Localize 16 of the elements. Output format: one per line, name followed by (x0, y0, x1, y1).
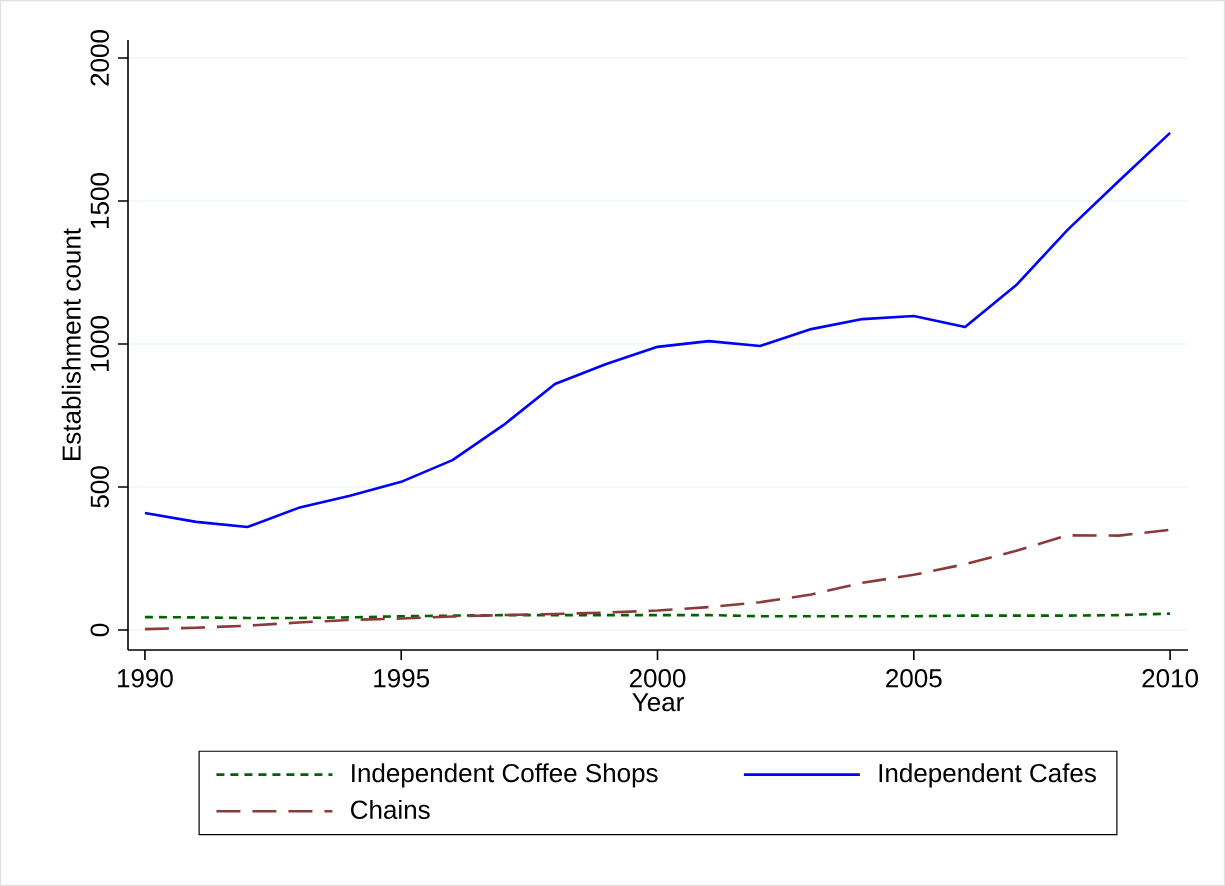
legend-label: Independent Cafes (879, 763, 1096, 788)
y-tick-label: 0 (90, 623, 109, 637)
x-tick-label: 2000 (629, 669, 686, 688)
x-tick-label: 1995 (374, 669, 430, 688)
y-tick-label: 1500 (90, 173, 109, 228)
line-series (143, 131, 1172, 529)
legend-label: Independent Coffee Shops (352, 763, 658, 788)
y-axis-title: Establishment count (61, 228, 81, 460)
y-tick-label: 2000 (90, 30, 109, 86)
x-tick-label: 2005 (886, 669, 942, 688)
y-tick-label: 500 (90, 466, 109, 508)
x-axis-title: Year (632, 693, 684, 712)
x-tick-label: 1990 (117, 669, 173, 688)
y-tick-label: 1000 (90, 316, 109, 371)
x-tick-label: 2010 (1142, 669, 1198, 688)
legend-label: Chains (351, 799, 430, 820)
